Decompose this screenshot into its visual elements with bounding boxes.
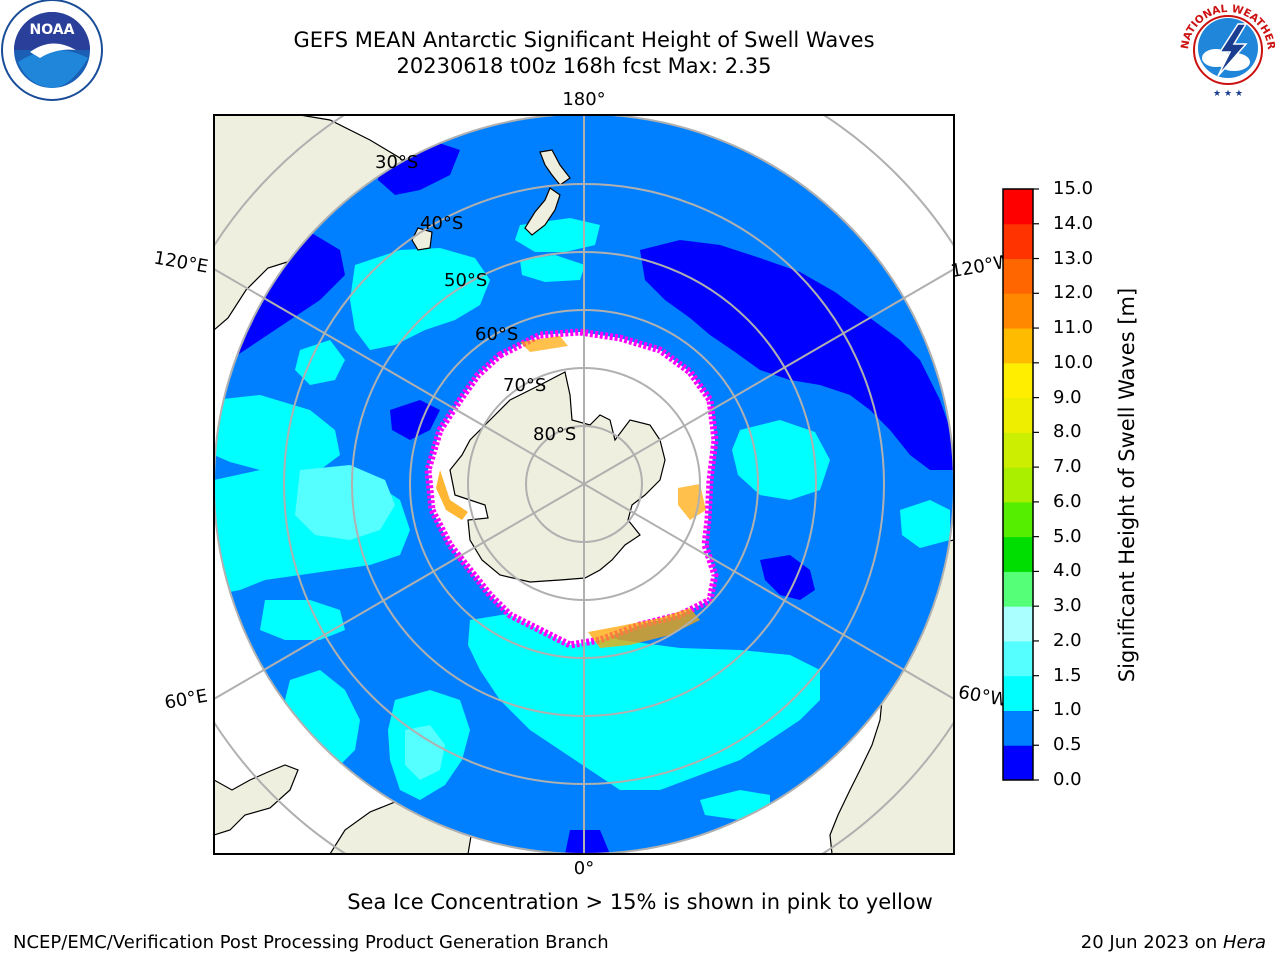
colorbar-tick-label: 7.0 (1053, 456, 1082, 478)
map-frame (213, 114, 955, 855)
svg-text:★ ★ ★: ★ ★ ★ (1213, 89, 1243, 99)
colorbar-band (1003, 293, 1033, 329)
higher-swell-areas (295, 465, 445, 780)
colorbar-band (1003, 640, 1033, 677)
colorbar-title: Significant Height of Swell Waves [m] (1115, 287, 1139, 683)
colorbar-tick-label: 12.0 (1053, 282, 1094, 304)
footer-host: Hera (1222, 932, 1266, 953)
colorbar-band (1003, 189, 1033, 225)
chart-title: GEFS MEAN Antarctic Significant Height o… (293, 28, 875, 52)
colorbar-band (1003, 606, 1033, 642)
colorbar-band (1003, 258, 1033, 294)
colorbar-band (1003, 362, 1033, 399)
chart-subtitle: 20230618 t00z 168h fcst Max: 2.35 (396, 54, 772, 78)
colorbar-tick-label: 4.0 (1053, 560, 1082, 582)
lon-label-60w: 60°W (957, 682, 1010, 711)
colorbar-tick-label: 13.0 (1053, 247, 1094, 269)
sea-ice-note: Sea Ice Concentration > 15% is shown in … (347, 890, 933, 914)
colorbar-tick-label: 14.0 (1053, 212, 1094, 234)
colorbar-frame (1002, 188, 1034, 781)
noaa-logo: NOAA (0, 0, 104, 104)
lat-label-30s: 30°S (375, 152, 418, 173)
lat-label-50s: 50°S (444, 270, 487, 291)
colorbar-tick-label: 0.5 (1053, 734, 1082, 756)
lon-label-120e: 120°E (152, 247, 210, 277)
colorbar-tick-label: 1.5 (1053, 664, 1082, 686)
colorbar-band (1003, 710, 1033, 746)
colorbar-band (1003, 571, 1033, 607)
colorbar-tick-label: 8.0 (1053, 421, 1082, 443)
lat-label-80s: 80°S (533, 424, 576, 445)
colorbar-tick-label: 10.0 (1053, 351, 1094, 373)
lon-label-0: 0° (574, 858, 594, 879)
svg-text:NOAA: NOAA (30, 22, 75, 38)
colorbar-band (1003, 501, 1033, 538)
colorbar-tick-label: 0.0 (1053, 769, 1082, 790)
footer-date: 20 Jun 2023 on Hera (1081, 932, 1266, 953)
colorbar-band (1003, 328, 1033, 364)
colorbar-band (1003, 675, 1033, 711)
colorbar-band (1003, 432, 1033, 468)
colorbar-band (1003, 223, 1033, 260)
footer-date-text: 20 Jun 2023 on (1080, 932, 1223, 953)
colorbar-band (1003, 467, 1033, 503)
graticule (214, 115, 954, 854)
colorbar-band (1003, 536, 1033, 572)
colorbar-tick-label: 2.0 (1053, 629, 1082, 651)
lat-label-40s: 40°S (420, 213, 463, 234)
colorbar-tick-label: 3.0 (1053, 595, 1082, 617)
colorbar-tick-label: 15.0 (1053, 178, 1094, 199)
colorbar-tick-label: 9.0 (1053, 386, 1082, 408)
lon-label-180: 180° (562, 89, 605, 110)
lat-label-60s: 60°S (475, 324, 518, 345)
colorbar-tick-label: 11.0 (1053, 317, 1094, 339)
colorbar (1002, 188, 1039, 781)
new-zealand (524, 149, 571, 236)
colorbar-tick-label: 6.0 (1053, 490, 1082, 512)
colorbar-tick-label: 5.0 (1053, 525, 1082, 547)
colorbar-tick-label: 1.0 (1053, 699, 1082, 721)
colorbar-band (1003, 745, 1033, 781)
nws-logo: NATIONAL WEATHER SERVICE ★ ★ ★ (1172, 0, 1280, 104)
colorbar-band (1003, 397, 1033, 433)
footer-credit: NCEP/EMC/Verification Post Processing Pr… (13, 932, 609, 953)
lon-label-60e: 60°E (163, 685, 209, 713)
ocean-swell-field (214, 115, 954, 854)
lat-label-70s: 70°S (503, 375, 546, 396)
